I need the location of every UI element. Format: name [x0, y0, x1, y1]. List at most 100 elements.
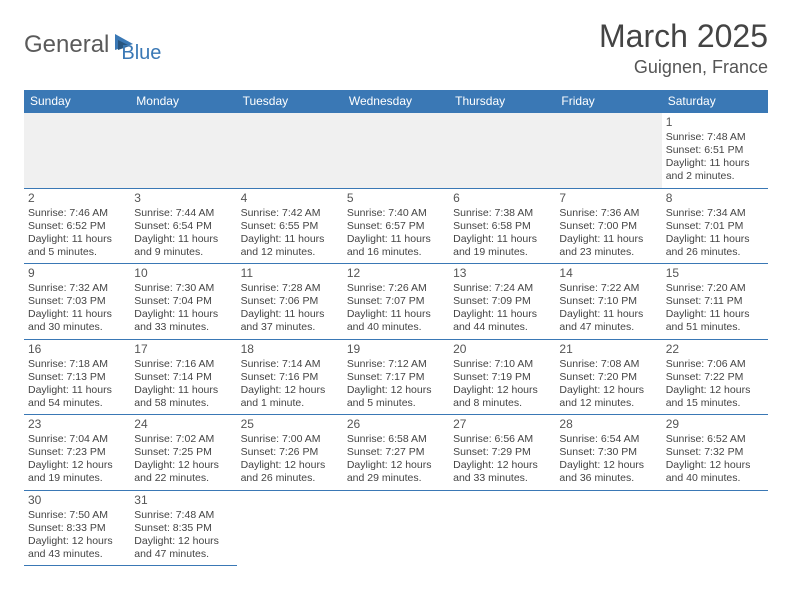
sunrise-text: Sunrise: 7:00 AM: [241, 433, 339, 446]
daylight-text: and 33 minutes.: [453, 472, 551, 485]
day-number: 15: [666, 266, 764, 281]
sunrise-text: Sunrise: 7:28 AM: [241, 282, 339, 295]
calendar-day-cell: 10Sunrise: 7:30 AMSunset: 7:04 PMDayligh…: [130, 264, 236, 340]
daylight-text: and 40 minutes.: [347, 321, 445, 334]
sunset-text: Sunset: 7:09 PM: [453, 295, 551, 308]
month-title: March 2025: [599, 18, 768, 55]
sunrise-text: Sunrise: 7:24 AM: [453, 282, 551, 295]
sunset-text: Sunset: 7:30 PM: [559, 446, 657, 459]
daylight-text: Daylight: 11 hours: [241, 308, 339, 321]
calendar-day-cell: 20Sunrise: 7:10 AMSunset: 7:19 PMDayligh…: [449, 339, 555, 415]
calendar-week-row: 30Sunrise: 7:50 AMSunset: 8:33 PMDayligh…: [24, 490, 768, 566]
sunrise-text: Sunrise: 7:44 AM: [134, 207, 232, 220]
day-number: 8: [666, 191, 764, 206]
day-number: 3: [134, 191, 232, 206]
daylight-text: Daylight: 11 hours: [134, 308, 232, 321]
daylight-text: Daylight: 12 hours: [28, 535, 126, 548]
day-number: 10: [134, 266, 232, 281]
day-number: 16: [28, 342, 126, 357]
calendar-body: 1Sunrise: 7:48 AMSunset: 6:51 PMDaylight…: [24, 113, 768, 566]
daylight-text: Daylight: 12 hours: [134, 535, 232, 548]
daylight-text: Daylight: 11 hours: [453, 308, 551, 321]
daylight-text: and 12 minutes.: [241, 246, 339, 259]
sunset-text: Sunset: 7:29 PM: [453, 446, 551, 459]
day-number: 4: [241, 191, 339, 206]
daylight-text: and 58 minutes.: [134, 397, 232, 410]
daylight-text: and 37 minutes.: [241, 321, 339, 334]
weekday-header: Tuesday: [237, 90, 343, 113]
sunrise-text: Sunrise: 7:42 AM: [241, 207, 339, 220]
sunrise-text: Sunrise: 7:16 AM: [134, 358, 232, 371]
daylight-text: and 19 minutes.: [453, 246, 551, 259]
day-number: 26: [347, 417, 445, 432]
day-number: 30: [28, 493, 126, 508]
daylight-text: and 44 minutes.: [453, 321, 551, 334]
day-number: 12: [347, 266, 445, 281]
sunrise-text: Sunrise: 7:02 AM: [134, 433, 232, 446]
day-number: 28: [559, 417, 657, 432]
daylight-text: and 43 minutes.: [28, 548, 126, 561]
calendar-day-cell: 29Sunrise: 6:52 AMSunset: 7:32 PMDayligh…: [662, 415, 768, 491]
calendar-empty-cell: [449, 113, 555, 189]
daylight-text: and 30 minutes.: [28, 321, 126, 334]
logo-text-blue: Blue: [121, 24, 161, 65]
calendar-day-cell: 14Sunrise: 7:22 AMSunset: 7:10 PMDayligh…: [555, 264, 661, 340]
sunrise-text: Sunrise: 7:18 AM: [28, 358, 126, 371]
sunrise-text: Sunrise: 7:32 AM: [28, 282, 126, 295]
calendar-page: General Blue March 2025 Guignen, France …: [0, 0, 792, 576]
daylight-text: and 26 minutes.: [666, 246, 764, 259]
daylight-text: and 5 minutes.: [347, 397, 445, 410]
sunrise-text: Sunrise: 7:50 AM: [28, 509, 126, 522]
daylight-text: and 9 minutes.: [134, 246, 232, 259]
sunrise-text: Sunrise: 7:34 AM: [666, 207, 764, 220]
calendar-day-cell: 7Sunrise: 7:36 AMSunset: 7:00 PMDaylight…: [555, 188, 661, 264]
daylight-text: and 33 minutes.: [134, 321, 232, 334]
daylight-text: Daylight: 11 hours: [666, 308, 764, 321]
sunrise-text: Sunrise: 7:04 AM: [28, 433, 126, 446]
sunset-text: Sunset: 7:10 PM: [559, 295, 657, 308]
sunset-text: Sunset: 7:27 PM: [347, 446, 445, 459]
calendar-week-row: 23Sunrise: 7:04 AMSunset: 7:23 PMDayligh…: [24, 415, 768, 491]
sunset-text: Sunset: 7:16 PM: [241, 371, 339, 384]
calendar-week-row: 16Sunrise: 7:18 AMSunset: 7:13 PMDayligh…: [24, 339, 768, 415]
sunset-text: Sunset: 7:01 PM: [666, 220, 764, 233]
day-number: 5: [347, 191, 445, 206]
calendar-day-cell: 3Sunrise: 7:44 AMSunset: 6:54 PMDaylight…: [130, 188, 236, 264]
calendar-empty-cell: [237, 113, 343, 189]
day-number: 2: [28, 191, 126, 206]
sunrise-text: Sunrise: 7:10 AM: [453, 358, 551, 371]
calendar-empty-cell: [555, 113, 661, 189]
sunrise-text: Sunrise: 6:52 AM: [666, 433, 764, 446]
calendar-day-cell: 23Sunrise: 7:04 AMSunset: 7:23 PMDayligh…: [24, 415, 130, 491]
sunset-text: Sunset: 7:26 PM: [241, 446, 339, 459]
sunset-text: Sunset: 6:54 PM: [134, 220, 232, 233]
sunset-text: Sunset: 7:00 PM: [559, 220, 657, 233]
calendar-day-cell: 19Sunrise: 7:12 AMSunset: 7:17 PMDayligh…: [343, 339, 449, 415]
daylight-text: and 36 minutes.: [559, 472, 657, 485]
daylight-text: Daylight: 11 hours: [347, 233, 445, 246]
sunset-text: Sunset: 7:32 PM: [666, 446, 764, 459]
calendar-empty-cell: [343, 113, 449, 189]
daylight-text: Daylight: 11 hours: [666, 157, 764, 170]
sunset-text: Sunset: 7:22 PM: [666, 371, 764, 384]
day-number: 13: [453, 266, 551, 281]
daylight-text: and 29 minutes.: [347, 472, 445, 485]
sunset-text: Sunset: 7:06 PM: [241, 295, 339, 308]
calendar-day-cell: 4Sunrise: 7:42 AMSunset: 6:55 PMDaylight…: [237, 188, 343, 264]
sunset-text: Sunset: 8:35 PM: [134, 522, 232, 535]
daylight-text: Daylight: 12 hours: [559, 384, 657, 397]
calendar-empty-cell: [130, 113, 236, 189]
daylight-text: Daylight: 11 hours: [134, 233, 232, 246]
weekday-header: Wednesday: [343, 90, 449, 113]
calendar-day-cell: 6Sunrise: 7:38 AMSunset: 6:58 PMDaylight…: [449, 188, 555, 264]
daylight-text: Daylight: 11 hours: [453, 233, 551, 246]
page-header: General Blue March 2025 Guignen, France: [24, 18, 768, 78]
day-number: 14: [559, 266, 657, 281]
sunrise-text: Sunrise: 7:22 AM: [559, 282, 657, 295]
sunset-text: Sunset: 7:20 PM: [559, 371, 657, 384]
daylight-text: and 15 minutes.: [666, 397, 764, 410]
day-number: 22: [666, 342, 764, 357]
daylight-text: and 26 minutes.: [241, 472, 339, 485]
sunset-text: Sunset: 7:14 PM: [134, 371, 232, 384]
calendar-week-row: 2Sunrise: 7:46 AMSunset: 6:52 PMDaylight…: [24, 188, 768, 264]
